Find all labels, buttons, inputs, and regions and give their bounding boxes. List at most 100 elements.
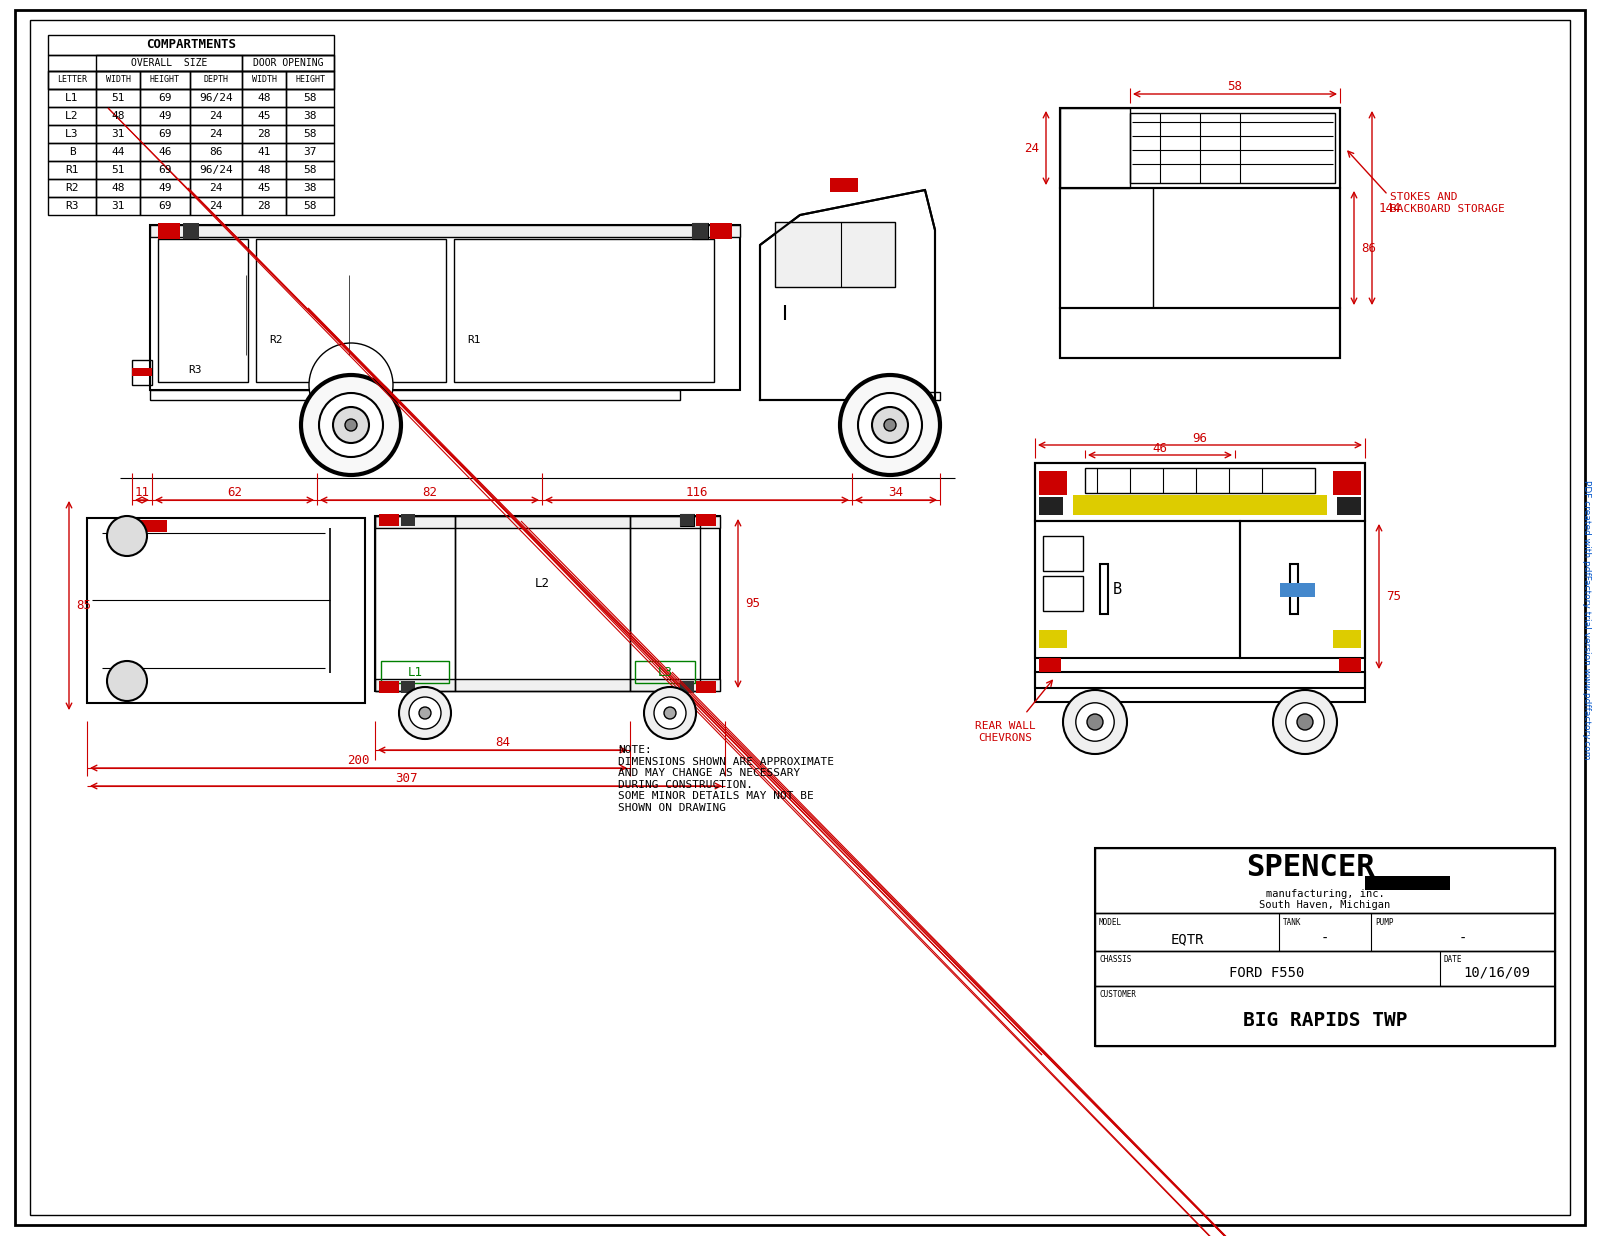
Bar: [696, 681, 717, 693]
Text: 307: 307: [395, 772, 418, 786]
Bar: [1059, 108, 1130, 188]
Text: 75: 75: [1386, 590, 1402, 603]
Circle shape: [1086, 714, 1102, 730]
Circle shape: [664, 707, 675, 719]
Bar: [374, 515, 720, 528]
Bar: [374, 679, 720, 691]
Bar: [286, 143, 334, 161]
Bar: [190, 89, 242, 108]
Text: R1: R1: [467, 335, 480, 345]
Text: 96/24: 96/24: [198, 93, 234, 103]
Text: DEPTH: DEPTH: [203, 75, 229, 84]
Bar: [1035, 672, 1365, 702]
Text: DOOR OPENING: DOOR OPENING: [253, 58, 323, 68]
Bar: [1059, 188, 1341, 308]
Bar: [96, 161, 141, 179]
Bar: [96, 54, 242, 70]
Bar: [48, 70, 96, 89]
Text: 58: 58: [304, 201, 317, 211]
Text: SPENCER: SPENCER: [1246, 854, 1374, 883]
Bar: [1094, 950, 1555, 986]
Text: L3: L3: [66, 129, 78, 138]
Bar: [141, 125, 190, 143]
Bar: [379, 514, 398, 527]
Text: 34: 34: [888, 487, 904, 499]
Text: REAR WALL
CHEVRONS: REAR WALL CHEVRONS: [974, 721, 1035, 743]
Bar: [150, 391, 680, 400]
Bar: [1094, 848, 1555, 913]
Bar: [1074, 494, 1326, 515]
Bar: [48, 35, 334, 54]
Text: WIDTH: WIDTH: [106, 75, 131, 84]
Text: 85: 85: [77, 599, 91, 612]
Text: 38: 38: [304, 183, 317, 193]
Bar: [190, 161, 242, 179]
Circle shape: [1062, 690, 1126, 754]
Text: 58: 58: [1227, 80, 1243, 94]
Text: TANK: TANK: [1283, 918, 1301, 927]
Text: 86: 86: [210, 147, 222, 157]
Text: 38: 38: [304, 111, 317, 121]
Bar: [141, 179, 190, 197]
Bar: [1338, 497, 1362, 515]
Text: 49: 49: [158, 183, 171, 193]
Text: DATE: DATE: [1443, 955, 1462, 964]
Text: L2: L2: [534, 577, 550, 590]
Text: 24: 24: [210, 129, 222, 138]
Circle shape: [840, 375, 941, 475]
Circle shape: [346, 419, 357, 431]
Bar: [1365, 876, 1450, 890]
Text: HEIGHT: HEIGHT: [150, 75, 179, 84]
Text: FORD F550: FORD F550: [1229, 967, 1304, 980]
Bar: [1059, 308, 1341, 358]
Text: OVERALL  SIZE: OVERALL SIZE: [131, 58, 206, 68]
Bar: [374, 515, 720, 691]
Bar: [286, 197, 334, 215]
Text: 69: 69: [158, 164, 171, 176]
Bar: [454, 515, 630, 691]
Text: L2: L2: [66, 111, 78, 121]
Text: 86: 86: [1362, 241, 1376, 255]
Bar: [286, 70, 334, 89]
Bar: [131, 360, 152, 384]
Bar: [1094, 913, 1555, 950]
Text: manufacturing, inc.: manufacturing, inc.: [1266, 889, 1384, 899]
Text: L1: L1: [408, 665, 422, 679]
Bar: [1038, 497, 1062, 515]
Circle shape: [872, 407, 909, 442]
Text: EQTR: EQTR: [1170, 932, 1203, 946]
Bar: [141, 108, 190, 125]
Text: CUSTOMER: CUSTOMER: [1099, 990, 1136, 999]
Bar: [1038, 471, 1067, 494]
Bar: [242, 125, 286, 143]
Text: 31: 31: [112, 129, 125, 138]
Bar: [242, 179, 286, 197]
Text: -: -: [1322, 932, 1330, 946]
Bar: [1290, 564, 1298, 614]
Circle shape: [107, 661, 147, 701]
Circle shape: [1274, 690, 1338, 754]
Text: NOTE:
DIMENSIONS SHOWN ARE APPROXIMATE
AND MAY CHANGE AS NECESSARY
DURING CONSTR: NOTE: DIMENSIONS SHOWN ARE APPROXIMATE A…: [618, 745, 834, 813]
Bar: [96, 89, 141, 108]
Text: B: B: [1112, 582, 1122, 597]
Text: 200: 200: [347, 754, 370, 768]
Text: 48: 48: [258, 93, 270, 103]
Bar: [1240, 522, 1365, 658]
Bar: [1333, 471, 1362, 494]
Text: 31: 31: [112, 201, 125, 211]
Bar: [242, 70, 286, 89]
Bar: [190, 197, 242, 215]
Text: R2: R2: [269, 335, 283, 345]
Text: CHASSIS: CHASSIS: [1099, 955, 1131, 964]
Bar: [242, 197, 286, 215]
Bar: [242, 161, 286, 179]
Text: 28: 28: [258, 129, 270, 138]
Text: 96: 96: [1192, 431, 1208, 445]
Bar: [691, 222, 707, 239]
Bar: [96, 197, 141, 215]
Bar: [402, 514, 414, 527]
Bar: [374, 515, 454, 691]
Text: WIDTH: WIDTH: [251, 75, 277, 84]
Text: 82: 82: [422, 487, 437, 499]
Text: L1: L1: [66, 93, 78, 103]
